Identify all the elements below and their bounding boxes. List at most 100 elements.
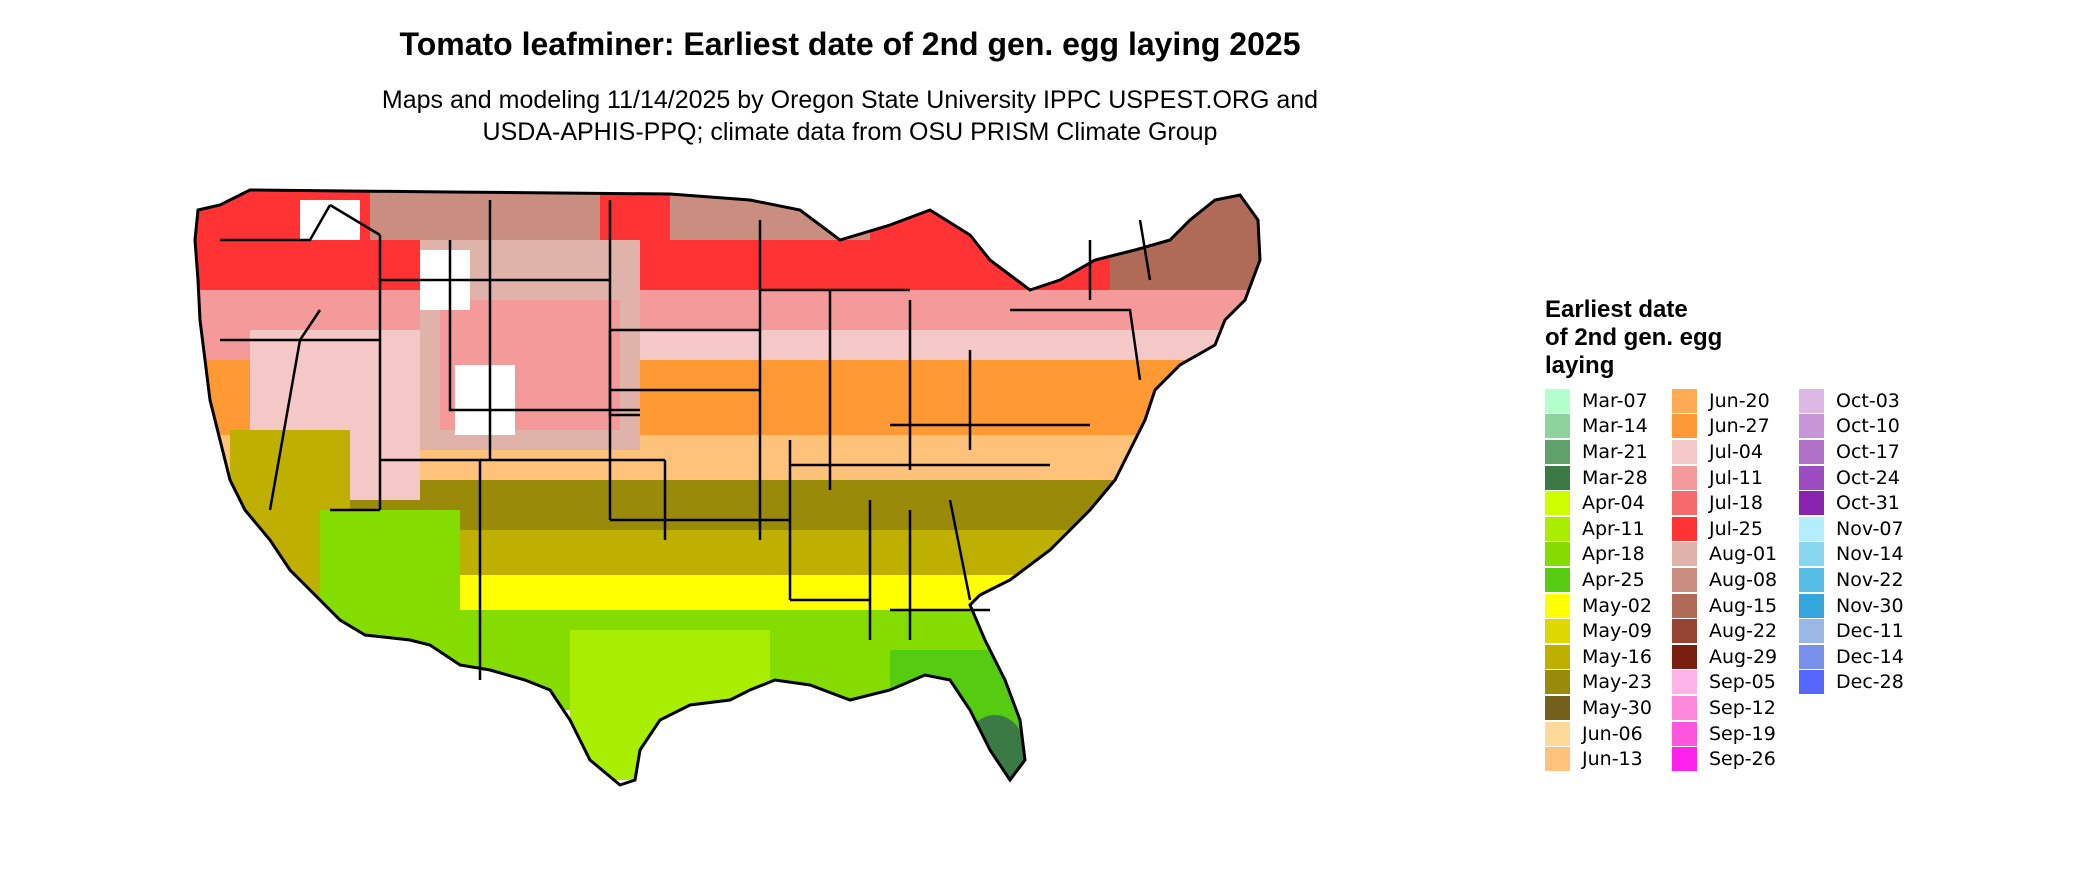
- legend-item: Apr-25: [1545, 567, 1675, 593]
- legend-swatch: [1672, 593, 1697, 618]
- legend-swatch: [1799, 516, 1824, 541]
- legend-item: May-23: [1545, 670, 1675, 696]
- legend-swatch: [1545, 695, 1570, 720]
- legend-label: Oct-24: [1836, 466, 1900, 489]
- legend-item: Mar-21: [1545, 439, 1675, 465]
- legend-label: Apr-18: [1582, 543, 1645, 566]
- band-green-deep: [570, 630, 770, 780]
- legend-label: Dec-11: [1836, 620, 1904, 643]
- legend-swatch: [1545, 491, 1570, 516]
- legend-swatch: [1799, 439, 1824, 464]
- legend-label: Mar-21: [1582, 440, 1648, 463]
- legend-swatch: [1799, 619, 1824, 644]
- legend-item: May-02: [1545, 593, 1675, 619]
- legend-label: Sep-05: [1709, 671, 1776, 694]
- legend-label: May-16: [1582, 645, 1652, 668]
- legend-swatch: [1672, 695, 1697, 720]
- legend-label: Aug-01: [1709, 543, 1778, 566]
- legend-swatch: [1672, 465, 1697, 490]
- us-map: [193, 188, 1262, 787]
- legend-title: Earliest date of 2nd gen. egg laying: [1545, 296, 1775, 380]
- legend-swatch: [1545, 747, 1570, 772]
- legend-item: Nov-14: [1799, 542, 1929, 568]
- legend-swatch: [1545, 465, 1570, 490]
- legend-item: Apr-04: [1545, 490, 1675, 516]
- legend-item: Jun-13: [1545, 746, 1675, 772]
- legend-label: May-30: [1582, 696, 1652, 719]
- legend-item: Mar-28: [1545, 465, 1675, 491]
- legend-swatch: [1672, 619, 1697, 644]
- legend-item: Nov-22: [1799, 567, 1929, 593]
- legend-label: Oct-03: [1836, 389, 1900, 412]
- legend-label: Aug-22: [1709, 620, 1778, 643]
- legend-item: May-09: [1545, 618, 1675, 644]
- legend-swatch: [1545, 388, 1570, 413]
- state-boundaries: [220, 200, 1152, 680]
- legend-item: Oct-24: [1799, 465, 1929, 491]
- legend-item: Sep-26: [1672, 746, 1802, 772]
- legend-item: Oct-10: [1799, 414, 1929, 440]
- legend-swatch: [1799, 388, 1824, 413]
- legend-label: Sep-12: [1709, 696, 1776, 719]
- legend-label: Aug-29: [1709, 645, 1778, 668]
- legend-item: Dec-11: [1799, 618, 1929, 644]
- legend-swatch: [1672, 670, 1697, 695]
- legend-swatch: [1672, 516, 1697, 541]
- legend-swatch: [1799, 644, 1824, 669]
- legend-label: Mar-07: [1582, 389, 1648, 412]
- legend-label: Apr-25: [1582, 568, 1645, 591]
- legend-label: Oct-31: [1836, 492, 1900, 515]
- legend-item: Oct-17: [1799, 439, 1929, 465]
- band-montana-brown: [370, 190, 600, 240]
- legend-swatch: [1545, 542, 1570, 567]
- band-southwest-desert: [320, 510, 460, 630]
- legend-item: Jul-04: [1672, 439, 1802, 465]
- legend-label: May-09: [1582, 620, 1652, 643]
- legend-label: Jun-13: [1582, 748, 1643, 771]
- legend-swatch: [1545, 670, 1570, 695]
- legend-item: Oct-03: [1799, 388, 1929, 414]
- legend-item: Aug-08: [1672, 567, 1802, 593]
- legend-swatch: [1545, 439, 1570, 464]
- legend-label: Sep-19: [1709, 722, 1776, 745]
- legend-swatch: [1672, 439, 1697, 464]
- legend-swatch: [1545, 593, 1570, 618]
- legend-swatch: [1545, 567, 1570, 592]
- legend-label: Sep-26: [1709, 748, 1776, 771]
- legend-item: Apr-11: [1545, 516, 1675, 542]
- band-florida-south: [965, 715, 1025, 785]
- legend-swatch: [1799, 465, 1824, 490]
- legend-label: Jun-06: [1582, 722, 1643, 745]
- legend-swatch: [1799, 414, 1824, 439]
- legend-label: Dec-14: [1836, 645, 1904, 668]
- legend-item: Oct-31: [1799, 490, 1929, 516]
- legend-item: Nov-30: [1799, 593, 1929, 619]
- legend-item: Jul-11: [1672, 465, 1802, 491]
- legend-swatch: [1545, 644, 1570, 669]
- legend-label: Nov-22: [1836, 568, 1904, 591]
- band-snow-co: [455, 365, 515, 435]
- legend-label: Jul-04: [1709, 440, 1763, 463]
- legend-item: Aug-01: [1672, 542, 1802, 568]
- legend-item: Mar-14: [1545, 414, 1675, 440]
- legend-label: May-23: [1582, 671, 1652, 694]
- legend-label: Nov-07: [1836, 517, 1904, 540]
- legend-label: Oct-10: [1836, 415, 1900, 438]
- legend-label: Apr-11: [1582, 517, 1645, 540]
- legend-item: Jun-20: [1672, 388, 1802, 414]
- legend-swatch: [1545, 414, 1570, 439]
- legend-swatch: [1672, 644, 1697, 669]
- legend-item: Nov-07: [1799, 516, 1929, 542]
- legend-swatch: [1545, 721, 1570, 746]
- legend-label: Nov-30: [1836, 594, 1904, 617]
- band-minnesota-brown: [670, 190, 870, 240]
- legend-label: May-02: [1582, 594, 1652, 617]
- legend-label: Jul-11: [1709, 466, 1763, 489]
- legend-swatch: [1672, 721, 1697, 746]
- legend-column-2: Jun-20 Jun-27 Jul-04 Jul-11 Jul-18 Jul-25 Aug-…: [1672, 388, 1802, 772]
- legend-label: Aug-15: [1709, 594, 1778, 617]
- legend-title-line-2: of 2nd gen. egg: [1545, 324, 1723, 351]
- legend-item: Jun-27: [1672, 414, 1802, 440]
- legend-swatch: [1672, 747, 1697, 772]
- subtitle-line-2: USDA-APHIS-PPQ; climate data from OSU PR…: [482, 118, 1218, 146]
